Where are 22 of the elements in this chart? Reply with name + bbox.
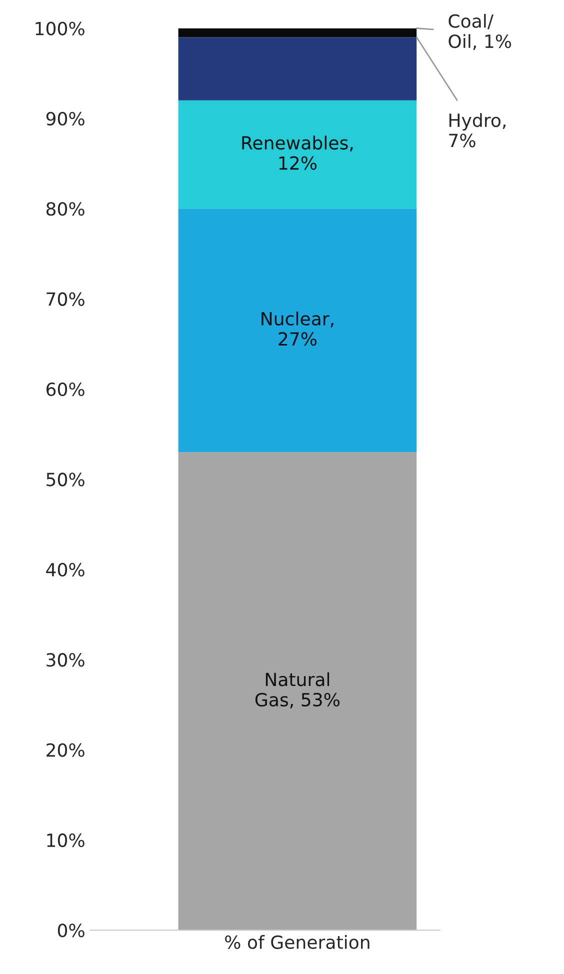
y-tick-label: 40% [46,562,84,577]
bar [178,37,417,100]
data-label: Nuclear, 27% [262,312,334,346]
bar [178,100,417,209]
bar [178,208,417,452]
data-label: Natural Gas, 53% [255,672,340,708]
data-label: Coal/ Oil, 1% [448,14,512,50]
y-tick-label: 50% [46,472,84,486]
y-tick-label: 100% [36,22,84,36]
bar [178,452,417,930]
y-tick-label: 90% [46,112,84,126]
bar [178,28,417,38]
data-label: Hydro, 7% [449,113,506,148]
y-tick-label: 80% [46,202,84,216]
x-tick-label: % of Generation [225,935,370,950]
data-label: Renewables, 12% [242,136,353,170]
y-tick-label: 60% [46,382,84,396]
y-tick-label: 30% [46,653,84,667]
y-tick-label: 10% [47,833,84,848]
y-tick-label: 20% [46,743,84,757]
y-tick-label: 70% [46,292,84,306]
y-tick-label: 0% [58,924,84,938]
